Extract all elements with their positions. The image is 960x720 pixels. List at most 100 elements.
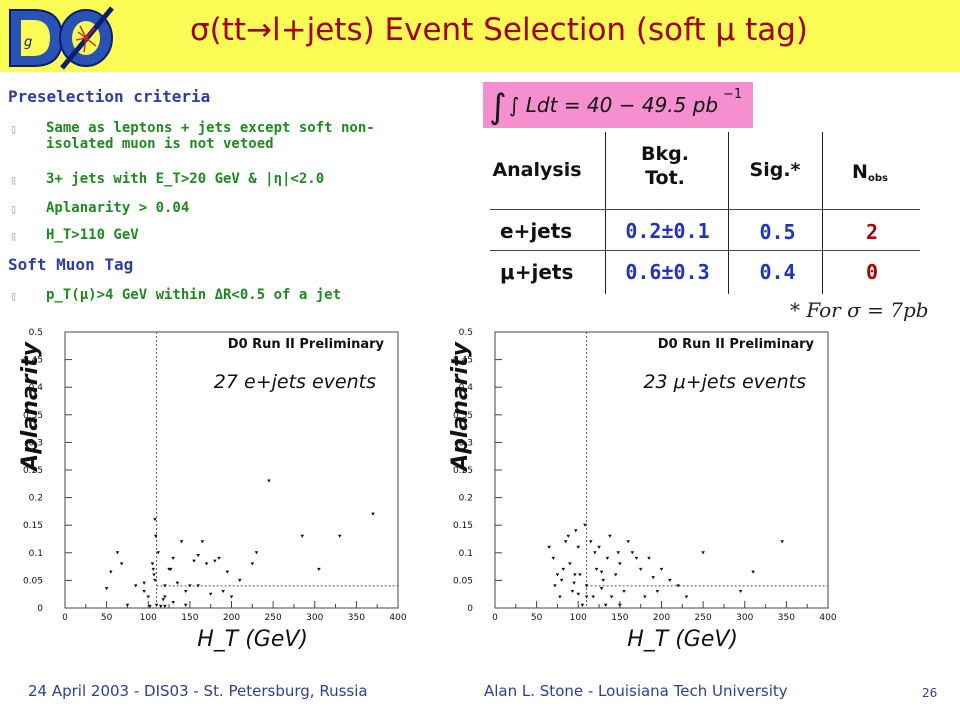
data-point [192, 559, 196, 563]
data-point [200, 540, 205, 544]
x-tick-label: 300 [736, 613, 753, 623]
data-point [153, 578, 157, 582]
data-point [337, 534, 342, 538]
data-point [638, 567, 643, 571]
data-point [204, 562, 209, 566]
data-point [618, 603, 622, 607]
x-tick-label: 150 [181, 613, 198, 623]
data-point [267, 479, 271, 483]
y-tick-label: 0.15 [453, 521, 473, 531]
plot-title: D0 Run II Preliminary [228, 337, 385, 352]
preselection-item-3: Aplanarity > 0.04 [46, 200, 190, 216]
data-point [561, 567, 566, 571]
luminosity-box: ∫ ∫ Ldt = 40 − 49.5 pb −1 [483, 82, 753, 128]
data-point [580, 603, 585, 607]
data-point [572, 581, 576, 585]
data-point [156, 551, 161, 555]
data-point [651, 576, 655, 580]
x-tick-label: 200 [223, 613, 240, 623]
data-point [163, 604, 167, 608]
y-tick-label: 0.4 [29, 383, 44, 393]
data-point [584, 584, 589, 588]
header-sig: Sig.* [749, 159, 801, 181]
data-point [630, 551, 635, 555]
soft-muon-item-1: p_T(μ)>4 GeV within ΔR<0.5 of a jet [46, 287, 342, 303]
data-point [599, 587, 604, 591]
y-tick-label: 0.4 [459, 383, 474, 393]
data-point [605, 556, 610, 560]
header-nobs: Nobs [852, 161, 888, 184]
data-point [563, 540, 568, 544]
y-tick-label: 0.45 [23, 356, 43, 366]
data-point [584, 595, 589, 599]
y-tick-label: 0 [467, 604, 473, 614]
y-tick-label: 0.25 [23, 466, 43, 476]
row-bkg-mujets: 0.6±0.3 [625, 260, 710, 284]
data-point [613, 573, 618, 577]
data-point [659, 567, 664, 571]
header-analysis: Analysis [492, 159, 582, 181]
preselection-heading: Preselection criteria [8, 87, 211, 106]
table-divider [490, 250, 920, 251]
bullet-icon: ▯ [10, 202, 18, 216]
data-point [163, 584, 167, 588]
row-analysis-ejets: e+jets [500, 219, 573, 243]
y-tick-label: 0.05 [453, 576, 473, 586]
preselection-item-2: 3+ jets with E_T>20 GeV & |η|<2.0 [46, 171, 325, 187]
plot-title: D0 Run II Preliminary [658, 337, 815, 352]
data-point [609, 595, 614, 599]
data-point [622, 589, 626, 594]
y-tick-label: 0.05 [23, 576, 43, 586]
data-point [751, 570, 755, 574]
bullet-icon: ▯ [10, 173, 18, 187]
x-tick-label: 0 [62, 613, 68, 623]
data-point [221, 589, 225, 594]
data-point [250, 562, 255, 566]
luminosity-exponent: −1 [723, 87, 742, 102]
event-count-annotation: 23 μ+jets events [643, 371, 806, 393]
table-divider [822, 132, 823, 294]
x-axis-label: H_T (GeV) [197, 627, 308, 652]
x-tick-label: 200 [653, 613, 670, 623]
data-point [208, 592, 213, 596]
x-tick-label: 250 [265, 613, 282, 623]
data-point [618, 562, 622, 566]
row-sig-mujets: 0.4 [759, 260, 796, 284]
data-point [179, 540, 184, 544]
data-point [655, 589, 660, 594]
x-tick-label: 150 [611, 613, 628, 623]
data-point [371, 512, 375, 516]
data-point [150, 562, 155, 566]
x-tick-label: 0 [492, 613, 498, 623]
y-axis-label: Aplanarity [18, 340, 43, 473]
x-axis-label: H_T (GeV) [627, 627, 738, 652]
x-tick-label: 250 [695, 613, 712, 623]
data-point [551, 556, 556, 560]
row-sig-ejets: 0.5 [759, 220, 796, 244]
data-point [119, 562, 124, 566]
data-point [558, 595, 562, 599]
data-point [213, 559, 217, 563]
data-point [188, 584, 192, 588]
data-point [196, 584, 200, 588]
bullet-icon: ▯ [10, 289, 18, 303]
x-tick-label: 300 [306, 613, 323, 623]
y-axis-label: Aplanarity [448, 340, 473, 473]
row-nobs-ejets: 2 [865, 220, 879, 244]
data-point [125, 603, 130, 607]
page-number: 26 [922, 686, 938, 700]
table-divider [728, 132, 729, 294]
y-tick-label: 0.1 [459, 549, 473, 559]
data-point [603, 603, 608, 607]
data-point [668, 578, 672, 582]
data-point [576, 592, 581, 596]
data-point [573, 573, 577, 577]
data-point [576, 545, 581, 549]
footer-conference: 24 April 2003 - DIS03 - St. Petersburg, … [28, 682, 368, 700]
data-point [196, 554, 200, 558]
event-count-annotation: 27 e+jets events [214, 371, 376, 393]
y-tick-label: 0.45 [453, 356, 473, 366]
y-tick-label: 0.3 [459, 438, 473, 448]
data-point [171, 600, 176, 605]
scatter-plot-mujets: 0 50 100 150 200 250 300 350 400 0 0.05 0.1 0.15 0.2 0… [448, 328, 837, 652]
